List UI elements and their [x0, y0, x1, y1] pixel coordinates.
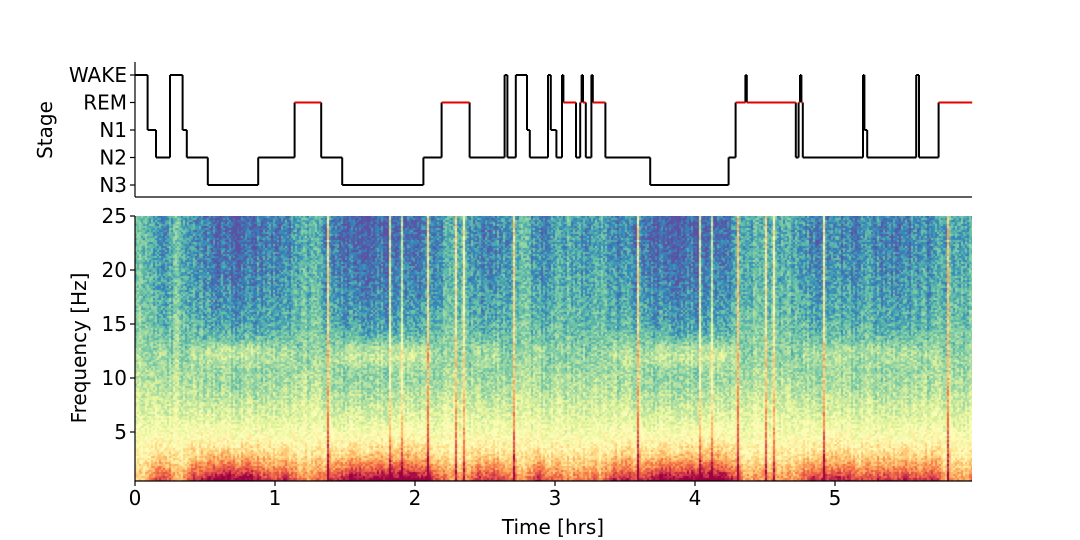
spectrogram-ytick-label: 20 — [102, 258, 127, 282]
hypnogram-ytick-label: N2 — [99, 146, 127, 170]
spectrogram-ylabel: Frequency [Hz] — [67, 273, 91, 424]
hypnogram-ytick-label: REM — [83, 91, 127, 115]
hypnogram-axes: WAKE REM N1 N2 N3 Stage — [33, 62, 973, 198]
spectrogram-xtick-label: 1 — [269, 486, 282, 510]
hypnogram-ytick-label: N3 — [99, 173, 127, 197]
spectrogram-ytick-label: 5 — [114, 420, 127, 444]
spectrogram-ytick-label: 25 — [102, 204, 127, 228]
spectrogram-xlabel: Time [hrs] — [501, 515, 604, 539]
hypnogram-ylabel: Stage — [33, 101, 57, 159]
spectrogram-xtick-label: 2 — [409, 486, 422, 510]
spectrogram-xtick-label: 5 — [829, 486, 842, 510]
hypnogram-ytick-label: N1 — [99, 118, 127, 142]
spectrogram-heatmap — [135, 216, 972, 481]
spectrogram-axes: 0 1 2 3 4 5 5 10 15 20 25 Frequency [Hz] Time [hrs… — [67, 204, 972, 539]
spectrogram-xtick-label: 0 — [129, 486, 142, 510]
spectrogram-ytick-label: 15 — [102, 312, 127, 336]
spectrogram-xtick-label: 3 — [549, 486, 562, 510]
spectrogram-xtick-label: 4 — [689, 486, 702, 510]
spectrogram-ytick-label: 10 — [102, 366, 127, 390]
hypnogram-ytick-label: WAKE — [69, 63, 127, 87]
